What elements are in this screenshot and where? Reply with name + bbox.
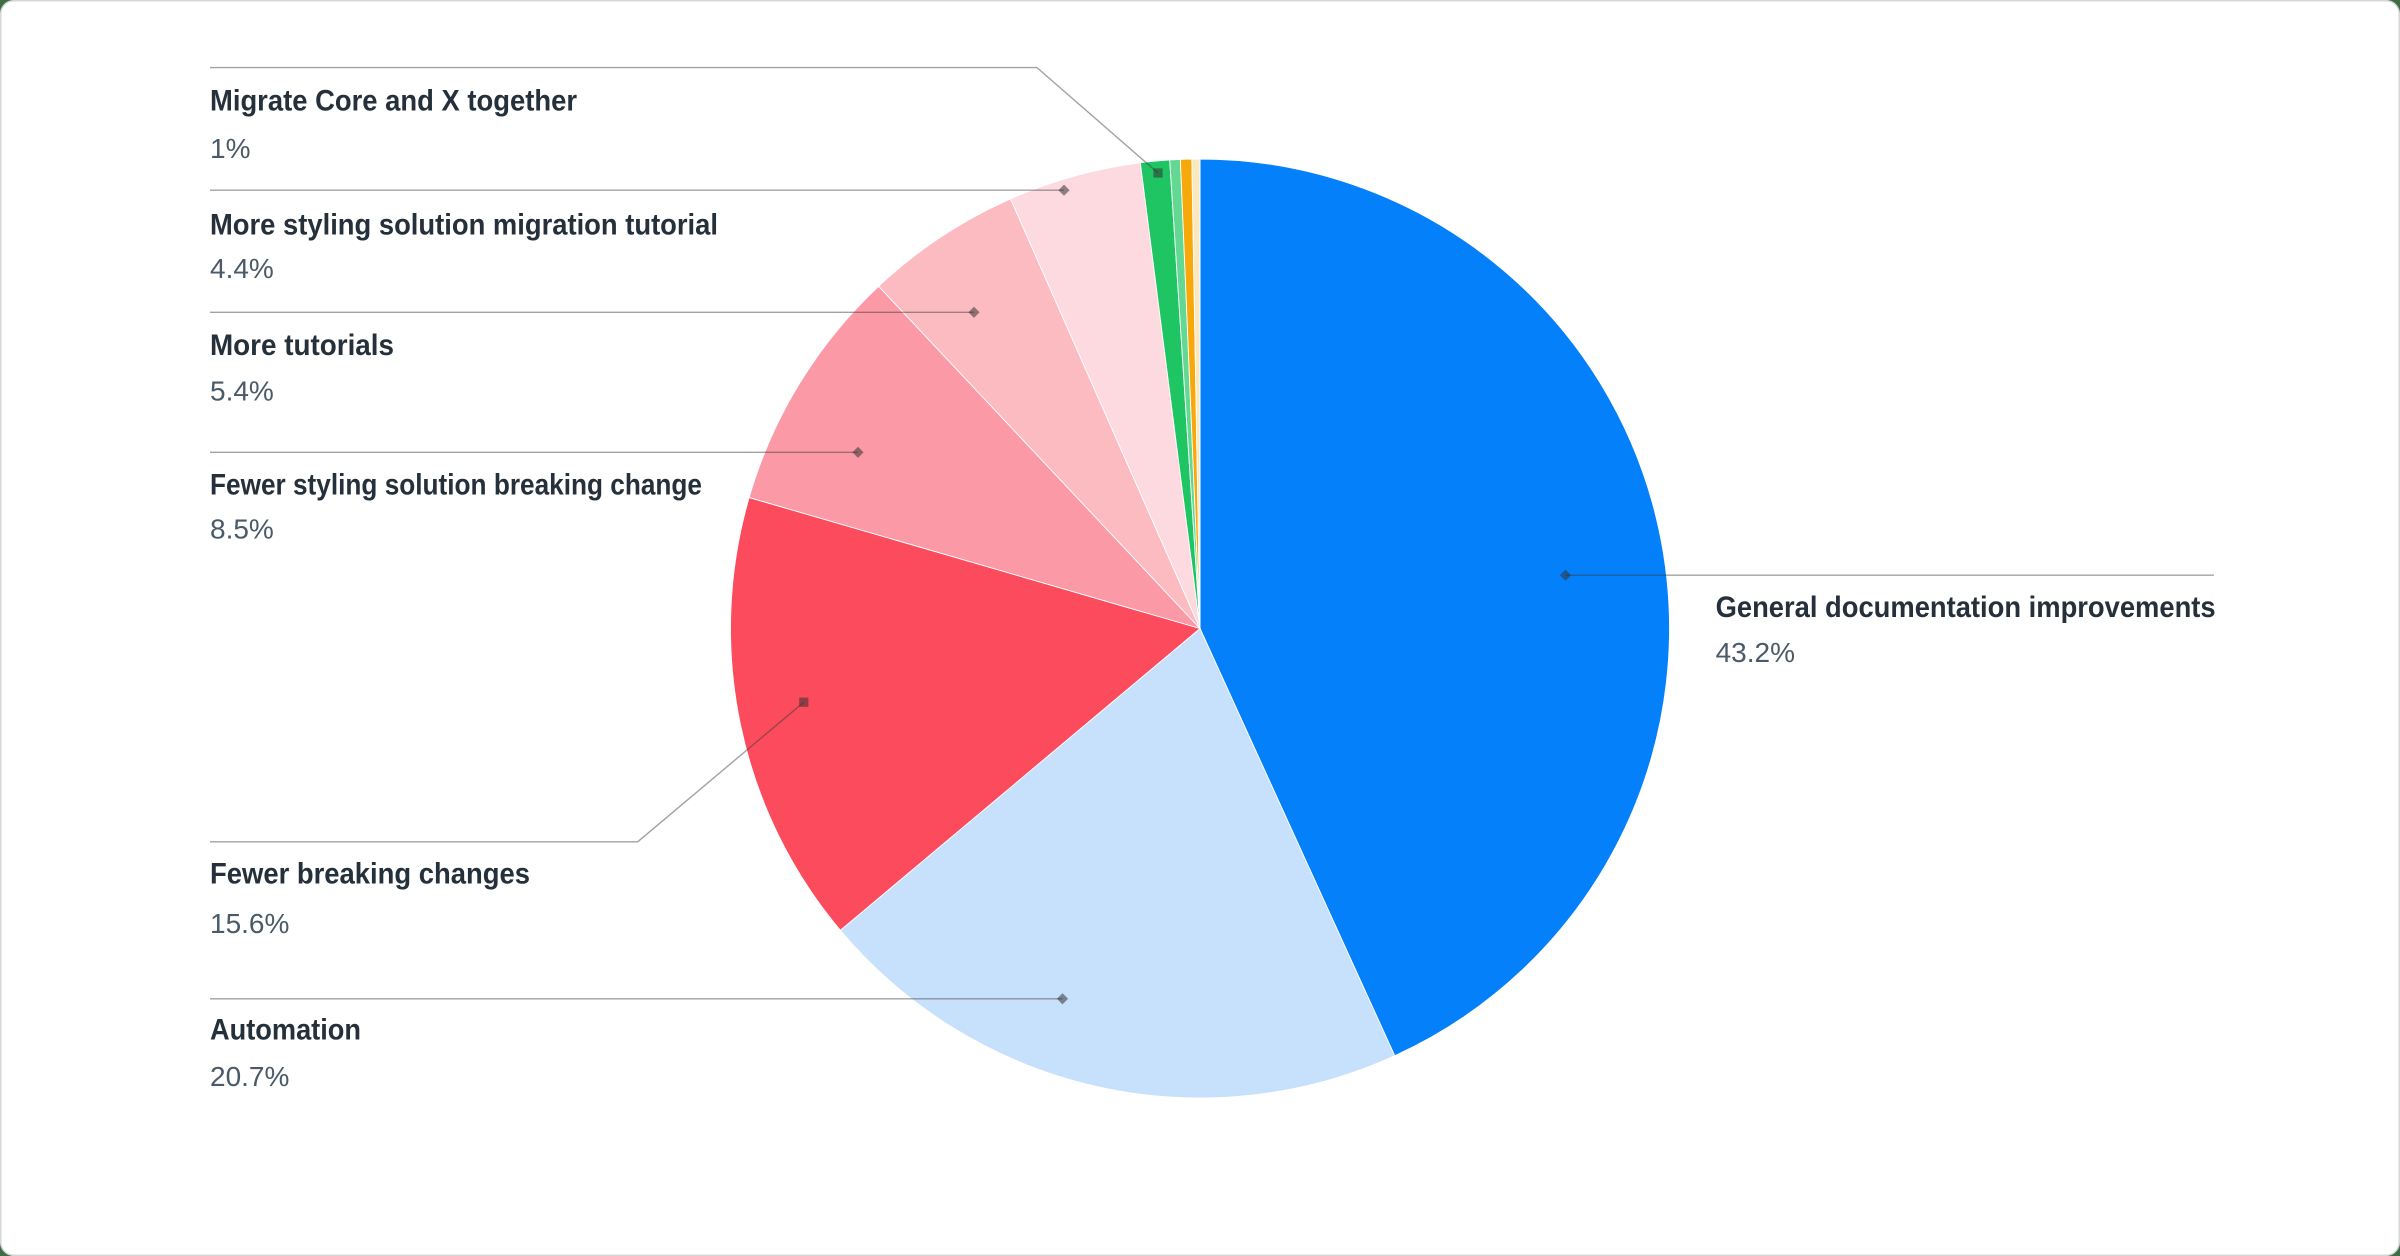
svg-text:General documentation improvem: General documentation improvements bbox=[1716, 591, 2216, 624]
svg-text:More tutorials: More tutorials bbox=[210, 329, 394, 362]
svg-text:5.4%: 5.4% bbox=[210, 376, 274, 407]
svg-text:1%: 1% bbox=[210, 133, 250, 164]
svg-text:15.6%: 15.6% bbox=[210, 908, 289, 939]
svg-text:Fewer breaking changes: Fewer breaking changes bbox=[210, 858, 530, 891]
svg-text:Fewer styling solution breakin: Fewer styling solution breaking change bbox=[210, 468, 702, 501]
svg-text:More styling solution migratio: More styling solution migration tutorial bbox=[210, 208, 718, 241]
svg-text:Automation: Automation bbox=[210, 1014, 361, 1047]
svg-text:20.7%: 20.7% bbox=[210, 1061, 289, 1092]
svg-text:43.2%: 43.2% bbox=[1716, 637, 1795, 668]
svg-text:4.4%: 4.4% bbox=[210, 253, 274, 284]
svg-text:8.5%: 8.5% bbox=[210, 514, 274, 545]
svg-text:Migrate Core and X together: Migrate Core and X together bbox=[210, 85, 577, 118]
